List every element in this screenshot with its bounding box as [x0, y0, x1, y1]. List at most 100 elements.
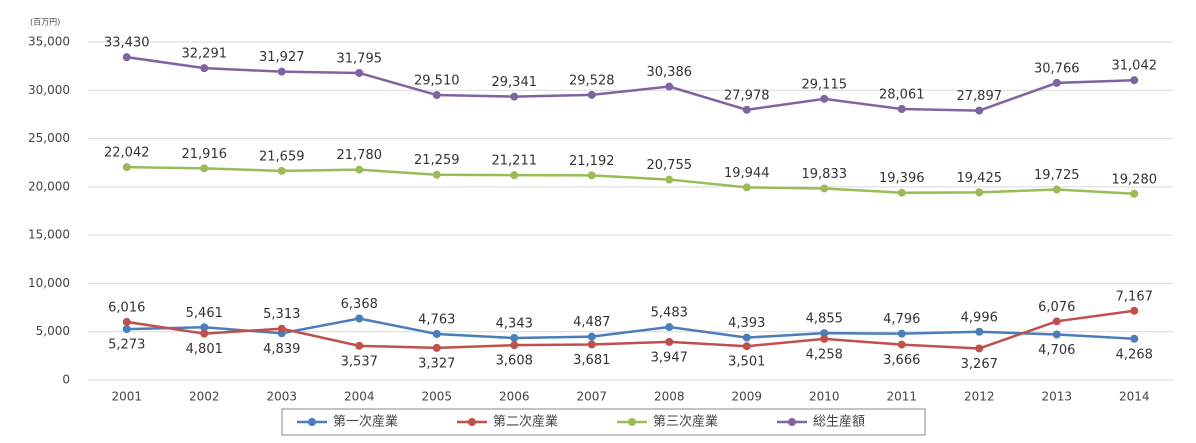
x-tick-label: 2002 — [189, 390, 220, 404]
data-point — [820, 329, 829, 338]
data-label: 3,608 — [496, 354, 533, 369]
data-label: 33,430 — [104, 36, 150, 51]
data-point — [355, 314, 364, 323]
x-tick-label: 2006 — [499, 390, 530, 404]
data-label: 31,042 — [1112, 59, 1158, 74]
legend-label: 第三次産業 — [653, 414, 718, 430]
y-tick-label: 35,000 — [28, 35, 70, 49]
y-tick-label: 20,000 — [28, 179, 70, 193]
unit-label: (百万円) — [30, 18, 60, 27]
data-label: 3,666 — [883, 353, 920, 368]
data-point — [200, 323, 209, 332]
data-label: 4,258 — [806, 347, 843, 362]
data-label: 5,313 — [263, 307, 300, 322]
data-label: 29,528 — [569, 73, 615, 88]
data-label: 5,483 — [651, 306, 688, 321]
data-label: 29,510 — [414, 74, 460, 89]
data-label: 31,927 — [259, 50, 305, 65]
data-point — [742, 333, 751, 342]
data-point — [897, 329, 906, 338]
data-label: 4,763 — [418, 313, 455, 328]
data-label: 21,659 — [259, 149, 305, 164]
data-label: 4,801 — [186, 342, 223, 357]
data-label: 27,978 — [724, 88, 770, 103]
data-label: 6,368 — [341, 297, 378, 312]
data-label: 19,280 — [1112, 172, 1158, 187]
data-label: 7,167 — [1116, 289, 1153, 304]
x-tick-label: 2005 — [421, 390, 452, 404]
data-label: 5,273 — [108, 338, 145, 353]
data-point — [200, 329, 209, 338]
legend-marker — [628, 418, 636, 426]
legend-marker — [468, 418, 476, 426]
data-label: 31,795 — [337, 51, 383, 66]
data-point — [277, 67, 286, 76]
data-point — [277, 324, 286, 333]
data-point — [122, 317, 131, 326]
y-tick-label: 15,000 — [28, 228, 70, 242]
y-tick-label: 5,000 — [36, 324, 70, 338]
data-label: 21,211 — [492, 154, 538, 169]
data-point — [975, 106, 984, 115]
data-label: 3,501 — [728, 355, 765, 370]
data-point — [975, 188, 984, 197]
data-label: 19,396 — [879, 171, 925, 186]
data-point — [200, 64, 209, 73]
data-label: 4,706 — [1038, 343, 1075, 358]
y-tick-label: 30,000 — [28, 83, 70, 97]
data-point — [1052, 330, 1061, 339]
data-label: 19,833 — [802, 167, 848, 182]
data-point — [122, 325, 131, 334]
data-point — [742, 342, 751, 351]
data-label: 27,897 — [957, 89, 1003, 104]
data-point — [1130, 189, 1139, 198]
data-point — [510, 334, 519, 343]
legend-label: 第一次産業 — [333, 414, 398, 430]
data-label: 20,755 — [647, 158, 693, 173]
x-tick-label: 2004 — [344, 390, 375, 404]
data-label: 3,947 — [651, 350, 688, 365]
data-label: 30,766 — [1034, 61, 1080, 76]
data-point — [975, 327, 984, 336]
data-label: 4,393 — [728, 316, 765, 331]
series-line — [126, 165, 1135, 196]
data-point — [122, 163, 131, 172]
data-label: 19,425 — [957, 171, 1003, 186]
data-label: 6,016 — [108, 300, 145, 315]
data-point — [122, 53, 131, 62]
x-tick-label: 2011 — [886, 390, 917, 404]
data-point — [510, 171, 519, 180]
data-label: 6,076 — [1038, 300, 1075, 315]
data-point — [200, 164, 209, 173]
data-point — [897, 105, 906, 114]
data-point — [1130, 334, 1139, 343]
y-tick-label: 10,000 — [28, 276, 70, 290]
x-tick-label: 2007 — [576, 390, 607, 404]
data-point — [432, 91, 441, 100]
y-tick-label: 25,000 — [28, 131, 70, 145]
legend — [281, 408, 926, 436]
data-label: 29,115 — [802, 77, 848, 92]
data-label: 28,061 — [879, 88, 925, 103]
legend-marker — [788, 418, 796, 426]
data-point — [587, 90, 596, 99]
data-label: 22,042 — [104, 146, 150, 161]
data-point — [1130, 76, 1139, 85]
data-point — [975, 344, 984, 353]
data-point — [742, 183, 751, 192]
data-point — [355, 68, 364, 77]
data-label: 19,944 — [724, 166, 770, 181]
data-label: 4,855 — [806, 312, 843, 327]
x-tick-label: 2014 — [1119, 390, 1150, 404]
data-label: 21,192 — [569, 154, 615, 169]
data-label: 29,341 — [492, 75, 538, 90]
x-tick-label: 2003 — [266, 390, 297, 404]
data-point — [1052, 317, 1061, 326]
legend-label: 第二次産業 — [493, 414, 558, 430]
data-point — [355, 165, 364, 174]
data-point — [587, 171, 596, 180]
data-label: 5,461 — [186, 306, 223, 321]
data-label: 30,386 — [647, 65, 693, 80]
data-label: 32,291 — [182, 47, 228, 62]
